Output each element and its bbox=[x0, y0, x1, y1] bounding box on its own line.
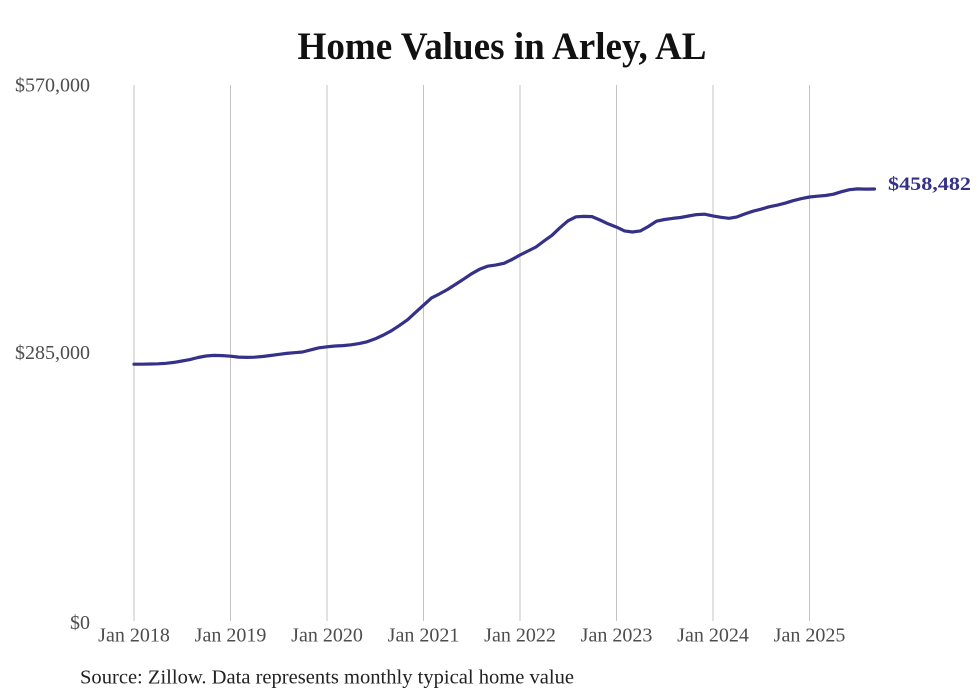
svg-text:Jan 2020: Jan 2020 bbox=[291, 625, 363, 647]
svg-text:Jan 2019: Jan 2019 bbox=[195, 625, 267, 647]
svg-text:Jan 2018: Jan 2018 bbox=[98, 625, 170, 647]
svg-text:$570,000: $570,000 bbox=[15, 75, 90, 97]
svg-text:$0: $0 bbox=[70, 612, 90, 634]
svg-text:$285,000: $285,000 bbox=[15, 342, 90, 364]
svg-text:Jan 2021: Jan 2021 bbox=[388, 625, 460, 647]
svg-text:$458,482: $458,482 bbox=[888, 175, 971, 195]
svg-text:Jan 2025: Jan 2025 bbox=[774, 625, 846, 647]
svg-text:Jan 2024: Jan 2024 bbox=[677, 625, 749, 647]
svg-text:Home Values in Arley, AL: Home Values in Arley, AL bbox=[298, 25, 707, 68]
svg-text:Jan 2023: Jan 2023 bbox=[581, 625, 653, 647]
svg-text:Source: Zillow. Data represent: Source: Zillow. Data represents monthly … bbox=[80, 667, 574, 689]
svg-text:Jan 2022: Jan 2022 bbox=[484, 625, 556, 647]
